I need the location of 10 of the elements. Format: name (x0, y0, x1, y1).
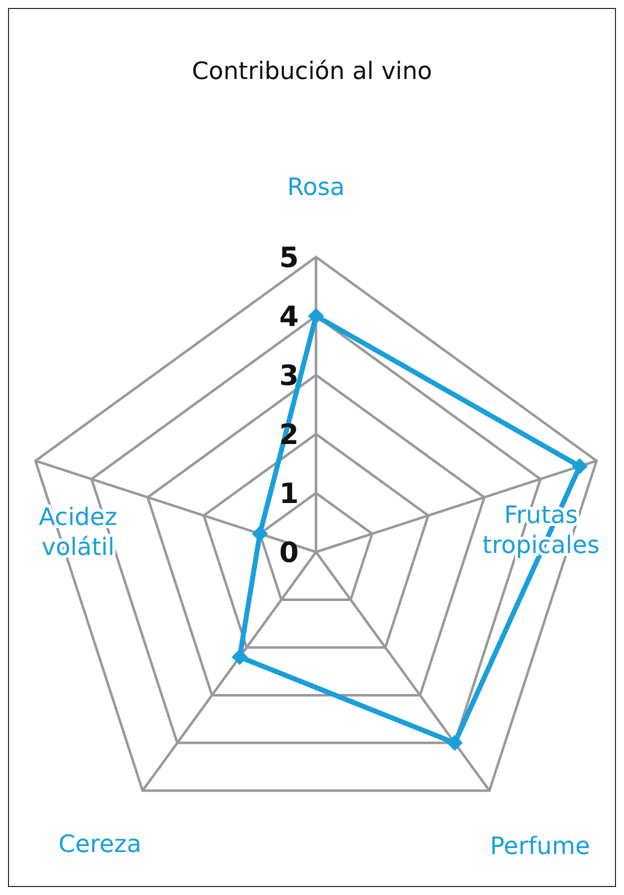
spoke-label: Cereza (58, 830, 142, 858)
y-tick-label: 0 (279, 536, 299, 569)
spoke-label: Acidez volátil (38, 503, 118, 561)
y-tick-label: 1 (279, 477, 299, 510)
chart-title: Contribución al vino (190, 57, 434, 85)
spoke-label: Rosa (287, 173, 345, 201)
y-tick-label: 3 (279, 359, 299, 392)
y-tick-label: 5 (279, 241, 299, 274)
spoke-label: Perfume (490, 832, 590, 860)
y-tick-label: 4 (279, 300, 299, 333)
